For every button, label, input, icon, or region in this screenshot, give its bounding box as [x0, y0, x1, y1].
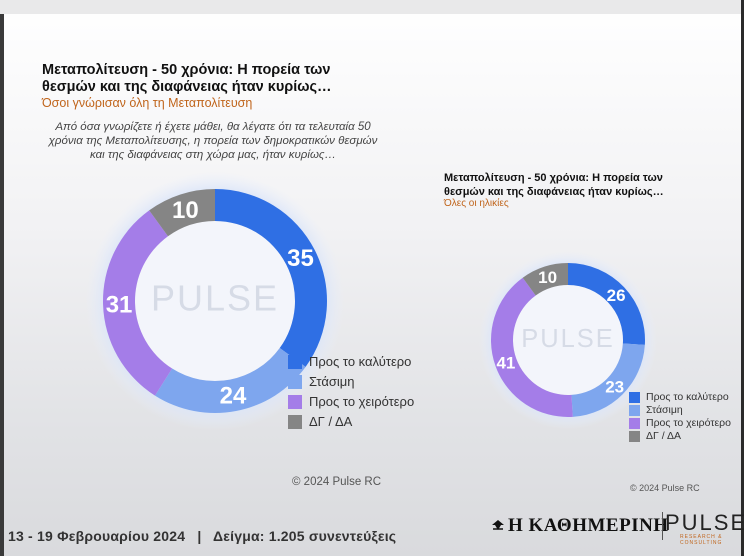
chart2-legend-item-1: Στάσιμη	[629, 404, 731, 416]
chart2-slice-2	[491, 277, 573, 417]
chart2-legend-swatch-3	[629, 430, 640, 442]
chart2-label-0: 26	[607, 286, 626, 305]
chart1-legend-swatch-1	[288, 374, 302, 389]
chart2-slice-3	[522, 263, 568, 296]
pulse-brand-sub: RESEARCH & CONSULTING	[680, 534, 723, 546]
chart1-watermark: PULSE	[151, 278, 279, 319]
kathimerini-logo-icon	[492, 520, 504, 530]
chart1-legend-item-1: Στάσιμη	[288, 374, 414, 389]
chart1-legend-swatch-0	[288, 354, 302, 369]
chart1-slice-0	[215, 189, 328, 367]
chart1-question: Από όσα γνωρίζετε ή έχετε μάθει, θα λέγα…	[48, 121, 378, 161]
chart1-legend-label-3: ΔΓ / ΔΑ	[309, 414, 353, 429]
chart2-title: Μεταπολίτευση - 50 χρόνια: Η πορεία των …	[444, 172, 664, 198]
chart2-slice-0	[568, 263, 645, 345]
chart2-legend-label-3: ΔΓ / ΔΑ	[646, 430, 681, 442]
footer-separator: |	[197, 528, 202, 544]
chart2-copyright: © 2024 Pulse RC	[630, 483, 700, 493]
top-bar	[0, 0, 744, 14]
chart2-legend-swatch-0	[629, 391, 640, 403]
chart1-slice-1	[154, 348, 306, 414]
chart2-legend-item-3: ΔΓ / ΔΑ	[629, 430, 731, 442]
chart1-legend-swatch-3	[288, 414, 302, 429]
chart2-label-2: 41	[496, 353, 515, 372]
right-edge	[741, 0, 744, 556]
chart2-legend-swatch-1	[629, 404, 640, 416]
chart1-legend: Προς το καλύτερο Στάσιμη Προς το χειρότερο…	[288, 354, 414, 434]
chart1-legend-item-3: ΔΓ / ΔΑ	[288, 414, 414, 429]
chart1-donut: 35 24 31 10 PULSE	[85, 171, 345, 431]
chart1-center	[135, 221, 295, 381]
footer: 13 - 19 Φεβρουαρίου 2024 | Δείγμα: 1.205…	[8, 528, 396, 544]
chart2-legend-label-1: Στάσιμη	[646, 404, 683, 416]
chart2-legend-item-2: Προς το χειρότερο	[629, 417, 731, 429]
chart1-legend-item-2: Προς το χειρότερο	[288, 394, 414, 409]
chart2-label-3: 10	[538, 268, 557, 287]
pulse-brand: PULSE	[665, 510, 744, 535]
chart2-subtitle: Όλες οι ηλικίες	[444, 198, 509, 209]
kathimerini-brand: Η ΚΑΘΗΜΕΡΙΝΗ	[508, 515, 669, 536]
chart2-legend-item-0: Προς το καλύτερο	[629, 391, 731, 403]
chart1-legend-swatch-2	[288, 394, 302, 409]
chart1-label-1: 24	[220, 383, 247, 410]
chart1-label-3: 10	[172, 197, 199, 224]
chart1-slice-2	[102, 210, 173, 396]
chart2-legend-label-0: Προς το καλύτερο	[646, 391, 729, 403]
chart2-slice-1	[571, 343, 645, 417]
chart1-slice-3	[149, 189, 215, 237]
chart2-legend-swatch-2	[629, 417, 640, 429]
chart2-legend: Προς το καλύτερο Στάσιμη Προς το χειρότερο…	[629, 391, 731, 443]
chart1-title: Μεταπολίτευση - 50 χρόνια: Η πορεία των …	[42, 62, 332, 95]
footer-dates: 13 - 19 Φεβρουαρίου 2024	[8, 528, 186, 544]
chart1-legend-item-0: Προς το καλύτερο	[288, 354, 414, 369]
chart1-legend-label-0: Προς το καλύτερο	[309, 354, 412, 369]
chart2-label-1: 23	[605, 378, 624, 397]
chart1-copyright: © 2024 Pulse RC	[292, 476, 382, 488]
chart1-legend-label-1: Στάσιμη	[309, 374, 355, 389]
chart2-donut: 26 23 41 10 PULSE	[479, 251, 657, 429]
chart2-watermark: PULSE	[521, 325, 615, 353]
footer-sample: Δείγμα: 1.205 συνεντεύξεις	[213, 528, 397, 544]
chart1-label-2: 31	[106, 291, 133, 318]
chart2-legend-label-2: Προς το χειρότερο	[646, 417, 731, 429]
chart2-center	[513, 285, 623, 395]
chart1-subtitle: Όσοι γνώρισαν όλη τη Μεταπολίτευση	[42, 96, 253, 110]
chart1-legend-label-2: Προς το χειρότερο	[309, 394, 415, 409]
chart1-label-0: 35	[287, 245, 314, 272]
brand-separator	[662, 512, 663, 540]
